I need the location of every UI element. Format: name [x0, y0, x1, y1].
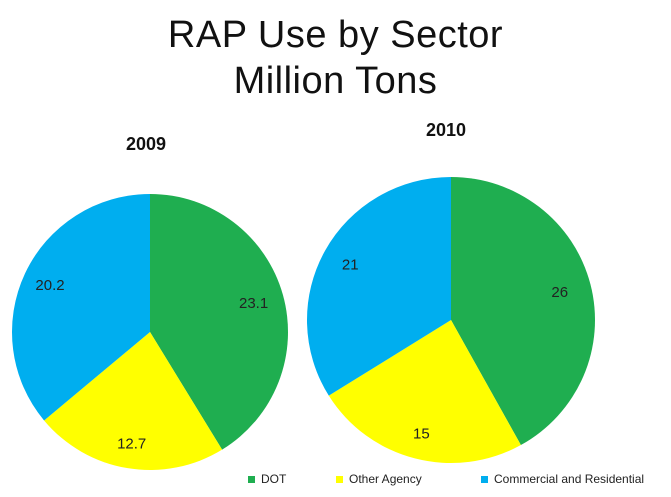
legend-label-commercial-residential: Commercial and Residential [494, 472, 645, 486]
pie-slice-2010-dot [451, 177, 595, 446]
data-label-2009-dot: 23.1 [239, 295, 268, 312]
legend-swatch-other-agency [336, 475, 343, 483]
legend: DOT Other Agency Commercial and Resident… [0, 472, 671, 492]
pie-slice-2010-other-agency [328, 320, 521, 463]
chart-title-line-2: Million Tons [233, 60, 438, 102]
chart-title-line-1: RAP Use by Sector [167, 14, 504, 56]
pie-title-2010: 2010 [426, 120, 467, 140]
legend-label-dot: DOT [261, 472, 287, 486]
legend-item-dot: DOT [248, 472, 286, 486]
data-label-2010-other-agency: 15 [413, 426, 430, 443]
chart-title: RAP Use by Sector Million Tons [0, 12, 671, 104]
data-label-2009-other-agency: 12.7 [117, 436, 146, 453]
pie-slice-2009-dot [150, 194, 288, 450]
pie-slice-2009-commercial-and-residential [12, 194, 150, 421]
legend-label-other-agency: Other Agency [349, 472, 422, 486]
legend-item-other-agency: Other Agency [336, 472, 422, 486]
data-label-2009-commercial-and-residential: 20.2 [35, 277, 64, 294]
pie-title-2009: 2009 [126, 134, 167, 154]
pie-slice-2010-commercial-and-residential [307, 177, 451, 396]
legend-item-commercial-residential: Commercial and Residential [481, 472, 644, 486]
legend-swatch-dot [248, 475, 255, 483]
legend-swatch-commercial-residential [481, 475, 488, 483]
data-label-2010-dot: 26 [551, 284, 568, 301]
pie-slice-2009-other-agency [44, 332, 223, 470]
data-label-2010-commercial-and-residential: 21 [342, 256, 359, 273]
